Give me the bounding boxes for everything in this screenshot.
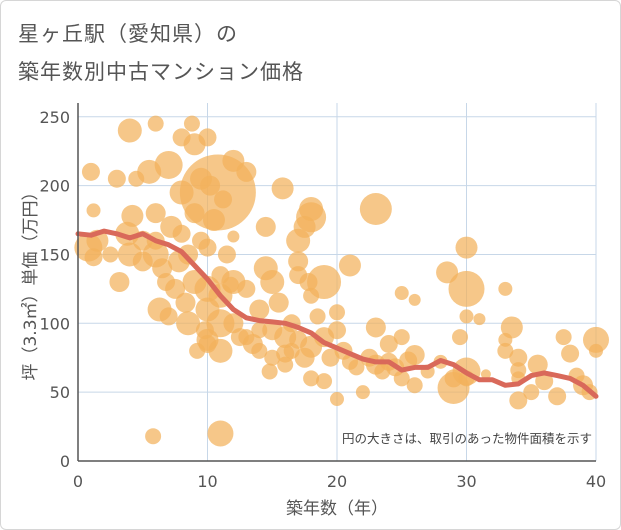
- bubble: [406, 377, 423, 394]
- bubble: [561, 344, 580, 363]
- bubble: [165, 278, 186, 299]
- bubble: [379, 334, 398, 353]
- bubble: [500, 316, 523, 339]
- bubble: [393, 329, 410, 346]
- bubble: [121, 204, 144, 227]
- x-tick-label: 20: [327, 472, 347, 491]
- bubble: [329, 304, 345, 321]
- bubble: [227, 230, 240, 243]
- bubble: [251, 342, 268, 359]
- bubble: [84, 248, 103, 267]
- y-tick-label: 50: [50, 383, 70, 402]
- bubble: [145, 203, 166, 224]
- bubble: [217, 245, 236, 264]
- y-tick-label: 0: [60, 452, 70, 471]
- bubble: [359, 193, 392, 226]
- bubble: [355, 385, 370, 400]
- x-tick-label: 0: [73, 472, 83, 491]
- bubble: [404, 344, 425, 365]
- bubble: [555, 329, 572, 346]
- bubble: [214, 190, 233, 209]
- bubble: [309, 308, 326, 325]
- bubble: [147, 115, 164, 132]
- trend-line-group: [75, 228, 599, 399]
- bubble: [452, 329, 469, 346]
- bubble: [271, 177, 294, 200]
- bubbles: [74, 115, 609, 447]
- bubble: [154, 150, 183, 179]
- bubble: [527, 354, 548, 375]
- x-tick-label: 10: [197, 472, 217, 491]
- bubble: [459, 309, 474, 324]
- bubble: [509, 348, 528, 367]
- bubble: [249, 299, 270, 320]
- x-tick-label: 30: [456, 472, 476, 491]
- y-tick-label: 100: [39, 314, 70, 333]
- bubble: [175, 292, 196, 313]
- chart-title-line2: 築年数別中古マンション価格: [18, 60, 304, 84]
- bubble: [145, 428, 162, 445]
- bubble: [307, 265, 342, 299]
- bubble: [299, 197, 324, 222]
- bubble: [81, 162, 100, 181]
- bubble: [523, 384, 540, 401]
- bubble: [255, 216, 276, 237]
- bubble: [394, 286, 409, 301]
- bubble: [288, 251, 309, 272]
- bubble: [207, 420, 234, 447]
- bubble: [455, 236, 478, 259]
- bubble: [117, 118, 142, 143]
- bubble: [480, 369, 491, 380]
- bubble: [102, 246, 119, 263]
- bubble: [535, 372, 554, 391]
- bubble: [236, 161, 257, 182]
- axes: 0 10 20 30 40 0 50 100 150 200 250: [39, 103, 606, 491]
- x-axis-label: 築年数（年）: [286, 499, 388, 519]
- bubble: [237, 279, 256, 298]
- bubble: [260, 270, 285, 294]
- bubble: [159, 307, 178, 326]
- y-tick-label: 150: [39, 245, 70, 264]
- bubble: [473, 313, 486, 326]
- bubble: [277, 356, 294, 373]
- bubble: [268, 292, 289, 313]
- bubble: [178, 244, 199, 265]
- trend-line: [75, 228, 599, 399]
- y-tick-label: 200: [39, 177, 70, 196]
- bubble: [316, 373, 333, 390]
- bubble: [548, 387, 567, 406]
- bubble: [208, 338, 233, 363]
- y-tick-label: 250: [39, 108, 70, 127]
- bubble: [497, 342, 514, 359]
- bubble: [303, 370, 320, 387]
- bubble: [261, 363, 278, 380]
- bubble: [176, 311, 201, 336]
- x-tick-label: 40: [586, 472, 606, 491]
- bubble: [448, 270, 485, 307]
- bubble: [107, 169, 126, 188]
- bubble: [86, 203, 101, 218]
- bubble: [198, 128, 217, 147]
- chart-title-line1: 星ヶ丘駅（愛知県）の: [18, 22, 238, 46]
- bubble: [198, 238, 217, 257]
- bubble: [183, 115, 200, 132]
- bubble: [583, 326, 609, 353]
- bubble: [338, 254, 361, 277]
- bubble: [509, 391, 528, 410]
- bubble: [348, 359, 365, 376]
- bubble: [328, 321, 346, 340]
- y-axis-label: 坪（3.3㎡）単価（万円）: [21, 183, 41, 380]
- bubble: [365, 317, 386, 338]
- bubble: [393, 370, 410, 387]
- bubble: [109, 272, 130, 292]
- bubble: [498, 281, 513, 296]
- bubble: [408, 293, 421, 306]
- bubble: [589, 343, 603, 358]
- bubble: [172, 224, 191, 243]
- bubble-size-note: 円の大きさは、取引のあった物件面積を示す: [342, 431, 592, 446]
- bubble: [330, 392, 344, 407]
